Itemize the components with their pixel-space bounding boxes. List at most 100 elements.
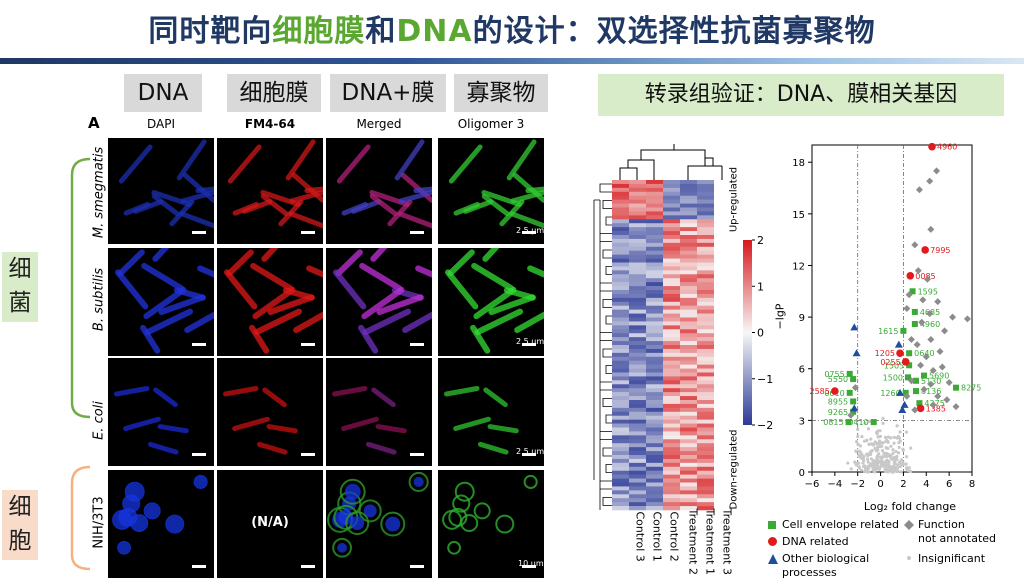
- heatmap-cell: [629, 482, 646, 487]
- heatmap-cell: [680, 506, 697, 511]
- heatmap-cell: [680, 458, 697, 464]
- heatmap-cell: [646, 246, 663, 252]
- heatmap-cell: [697, 207, 714, 212]
- point-envelope: [911, 308, 918, 315]
- heatmap-cell: [629, 219, 646, 224]
- heatmap-cell: [697, 348, 714, 354]
- insignificant-point: [866, 460, 870, 464]
- point-envelope: [870, 419, 877, 426]
- heatmap-cell: [697, 490, 714, 495]
- point-envelope: [909, 288, 916, 295]
- heatmap-cell: [629, 486, 646, 491]
- heatmap-cell: [629, 227, 646, 232]
- point-not-annotated: [917, 361, 925, 369]
- heatmap-cell: [663, 301, 680, 307]
- insignificant-point: [904, 455, 909, 459]
- legend-marker-triangle: [768, 554, 778, 564]
- heatmap-cell: [663, 392, 680, 397]
- scale-bar: [410, 343, 424, 346]
- heatmap-cell: [680, 494, 697, 499]
- insignificant-point: [881, 421, 885, 425]
- heatmap-cell: [697, 400, 714, 405]
- heatmap-cell: [697, 183, 714, 189]
- insignificant-point: [884, 459, 889, 463]
- point-label: 8136: [921, 387, 941, 396]
- micrograph-r4-c4: [438, 470, 544, 578]
- insignificant-point: [860, 468, 864, 472]
- heatmap-cell: [663, 286, 680, 291]
- heatmap-cell: [697, 187, 714, 193]
- insignificant-point: [866, 454, 870, 458]
- heatmap-cell: [612, 415, 629, 420]
- heatmap-cell: [646, 486, 663, 491]
- na-label: (N/A): [251, 515, 289, 530]
- heatmap-cell: [697, 345, 714, 350]
- heatmap-cell: [663, 290, 680, 295]
- point-envelope: [913, 377, 919, 384]
- heatmap-cell: [629, 254, 646, 259]
- heatmap-cell: [629, 266, 646, 271]
- heatmap-cell: [697, 227, 714, 232]
- heatmap-cell: [680, 183, 697, 189]
- point-not-annotated: [929, 401, 937, 409]
- insignificant-point: [884, 446, 888, 450]
- col-header-merged: Merged: [356, 117, 402, 131]
- point-not-annotated: [907, 335, 915, 343]
- insignificant-point: [876, 435, 880, 439]
- heatmap-cell: [612, 211, 629, 216]
- heatmap-cell: [646, 498, 663, 503]
- x-tick-label: 4: [923, 479, 929, 490]
- heatmap-cell: [629, 258, 646, 263]
- heatmap-cell: [646, 455, 663, 460]
- point-not-annotated: [913, 341, 921, 349]
- point-not-annotated: [926, 177, 934, 185]
- heatmap-cell: [663, 231, 680, 236]
- heatmap-cell: [680, 490, 697, 495]
- side-label-bacteria-char-1: 细: [8, 256, 32, 282]
- colorbar-tick-label: 0: [757, 327, 764, 340]
- heatmap-cell: [697, 372, 714, 377]
- heatmap-cell: [646, 223, 663, 228]
- heatmap-cell: [646, 254, 663, 259]
- tag-merged: DNA+膜: [330, 74, 446, 112]
- heatmap-cell: [629, 250, 646, 255]
- heatmap-cell: [663, 274, 680, 279]
- insignificant-point: [886, 439, 890, 444]
- heatmap-cell: [629, 235, 646, 240]
- heatmap-cell: [612, 301, 629, 307]
- heatmap-cell: [697, 317, 714, 322]
- point-envelope: [850, 398, 857, 405]
- point-not-annotated: [941, 327, 949, 335]
- heatmap-cell: [646, 352, 663, 358]
- heatmap-cell: [646, 348, 663, 354]
- heatmap-cell: [646, 423, 663, 428]
- title-part-2: 细胞膜: [272, 14, 366, 49]
- point-envelope: [900, 327, 907, 334]
- point-not-annotated: [943, 396, 951, 404]
- point-not-annotated: [918, 318, 926, 326]
- insignificant-point: [880, 461, 884, 465]
- heatmap-cell: [680, 470, 697, 475]
- heatmap-cell: [680, 254, 697, 259]
- heatmap-cell: [680, 313, 697, 318]
- heatmap-cell: [697, 427, 714, 432]
- heatmap-cell: [663, 443, 680, 448]
- point-not-annotated: [963, 315, 971, 323]
- heatmap-cell: [663, 415, 680, 420]
- heatmap-cell: [697, 297, 714, 303]
- heatmap-cell: [646, 443, 663, 448]
- insignificant-point: [856, 427, 860, 431]
- heatmap-cell: [663, 293, 680, 299]
- heatmap-cell: [697, 474, 714, 479]
- heatmap-cell: [629, 246, 646, 252]
- heatmap-cell: [680, 415, 697, 420]
- heatmap-cell: [629, 400, 646, 405]
- point-label: 0085: [915, 272, 935, 281]
- micrograph-r4-c1: [108, 470, 214, 578]
- insignificant-point: [890, 468, 895, 472]
- heatmap-cell: [646, 242, 663, 248]
- heatmap-cell: [663, 458, 680, 464]
- scale-bar: [301, 565, 315, 568]
- heatmap-cell: [697, 466, 714, 472]
- tag-oligomer: 寡聚物: [454, 74, 548, 112]
